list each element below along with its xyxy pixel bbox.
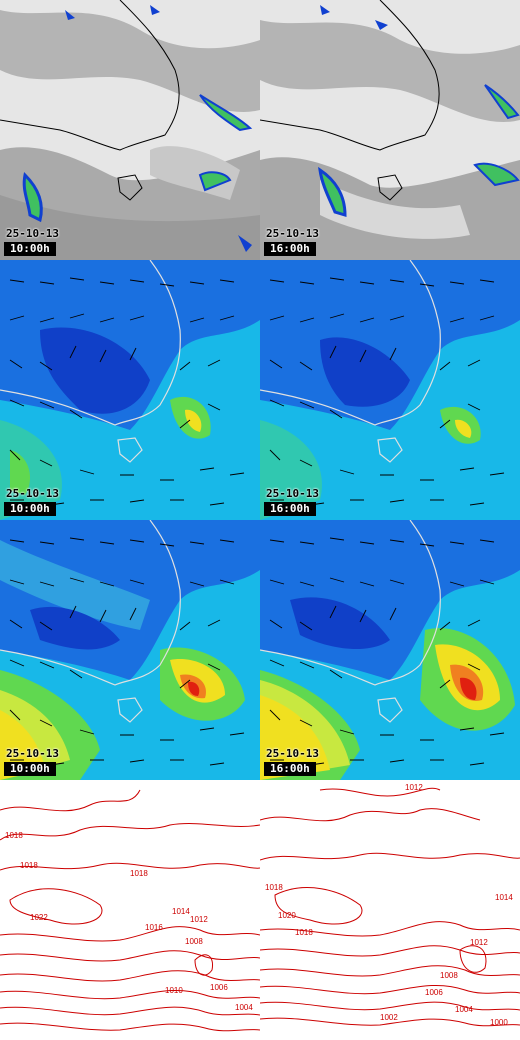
wind-panel-a-1000: 25-10-13 10:00h [0, 260, 260, 520]
time-text: 10:00h [4, 762, 56, 776]
timestamp-label: 25-10-13 10:00h [4, 488, 61, 516]
time-text: 16:00h [264, 502, 316, 516]
isobar-label: 1006 [425, 988, 443, 997]
isobar-labels: 1018 1018 1018 1022 1014 1012 1016 1008 … [5, 831, 253, 1012]
isobar-map: 1012 1018 1020 1018 1014 1012 1008 1006 … [260, 780, 520, 1040]
date-text: 25-10-13 [6, 227, 59, 240]
wind-map [0, 520, 260, 780]
isobar-lines [260, 787, 520, 1027]
date-text: 25-10-13 [266, 747, 319, 760]
wind-arrows [269, 537, 505, 766]
time-text: 10:00h [4, 502, 56, 516]
isobar-panel-1000: 1018 1018 1018 1022 1014 1012 1016 1008 … [0, 780, 260, 1040]
timestamp-label: 25-10-13 16:00h [264, 228, 321, 256]
isobar-label: 1018 [265, 883, 283, 892]
isobar-label: 1014 [172, 907, 190, 916]
timestamp-label: 25-10-13 10:00h [4, 228, 61, 256]
isobar-label: 1014 [495, 893, 513, 902]
isobar-label: 1022 [30, 913, 48, 922]
timestamp-label: 25-10-13 16:00h [264, 748, 321, 776]
date-text: 25-10-13 [6, 747, 59, 760]
isobar-label: 1018 [130, 869, 148, 878]
isobar-label: 1012 [405, 783, 423, 792]
wind-map [260, 520, 520, 780]
isobar-lines [0, 789, 260, 1032]
isobar-label: 1002 [380, 1013, 398, 1022]
isobar-label: 1018 [5, 831, 23, 840]
isobar-label: 1004 [235, 1003, 253, 1012]
isobar-label: 1008 [185, 937, 203, 946]
date-text: 25-10-13 [266, 227, 319, 240]
isobar-label: 1008 [440, 971, 458, 980]
wind-arrows [9, 537, 245, 766]
date-text: 25-10-13 [266, 487, 319, 500]
isobar-label: 1016 [145, 923, 163, 932]
satellite-panel-1600: 25-10-13 16:00h [260, 0, 520, 260]
isobar-panel-1600: 1012 1018 1020 1018 1014 1012 1008 1006 … [260, 780, 520, 1040]
wind-panel-a-1600: 25-10-13 16:00h [260, 260, 520, 520]
time-text: 16:00h [264, 242, 316, 256]
wind-panel-b-1600: 25-10-13 16:00h [260, 520, 520, 780]
isobar-labels: 1012 1018 1020 1018 1014 1012 1008 1006 … [265, 783, 513, 1027]
isobar-label: 1004 [455, 1005, 473, 1014]
wind-map [0, 260, 260, 520]
timestamp-label: 25-10-13 16:00h [264, 488, 321, 516]
time-text: 10:00h [4, 242, 56, 256]
satellite-map [0, 0, 260, 260]
isobar-label: 1010 [165, 986, 183, 995]
wind-map [260, 260, 520, 520]
isobar-label: 1018 [295, 928, 313, 937]
satellite-panel-1000: 25-10-13 10:00h [0, 0, 260, 260]
date-text: 25-10-13 [6, 487, 59, 500]
isobar-label: 1006 [210, 983, 228, 992]
wind-panel-b-1000: 25-10-13 10:00h [0, 520, 260, 780]
isobar-map: 1018 1018 1018 1022 1014 1012 1016 1008 … [0, 780, 260, 1040]
isobar-label: 1020 [278, 911, 296, 920]
time-text: 16:00h [264, 762, 316, 776]
isobar-label: 1012 [190, 915, 208, 924]
isobar-label: 1012 [470, 938, 488, 947]
satellite-map [260, 0, 520, 260]
wind-arrows [9, 277, 245, 506]
wind-arrows [269, 277, 505, 506]
timestamp-label: 25-10-13 10:00h [4, 748, 61, 776]
isobar-label: 1000 [490, 1018, 508, 1027]
isobar-label: 1018 [20, 861, 38, 870]
